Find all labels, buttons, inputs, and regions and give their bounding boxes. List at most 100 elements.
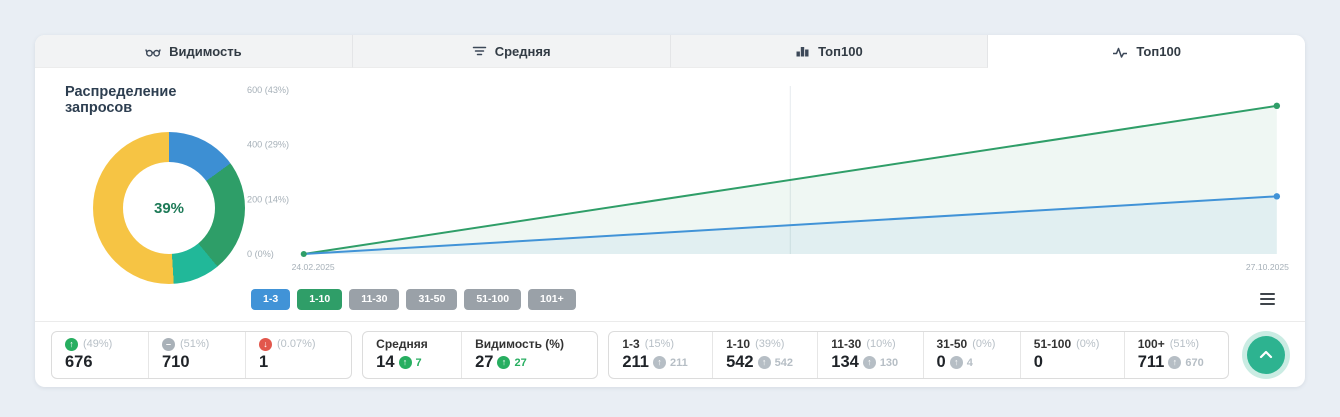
- average-lines-icon: [472, 46, 486, 56]
- stat-value: 134: [831, 353, 859, 371]
- delta-value: 27: [514, 356, 527, 369]
- stat-value: 711: [1137, 353, 1165, 371]
- stat-label: 31-50: [936, 337, 968, 351]
- podium-icon: [796, 47, 809, 57]
- svg-text:0 (0%): 0 (0%): [247, 249, 274, 259]
- svg-text:400 (29%): 400 (29%): [247, 140, 289, 150]
- tab-top100-dynamics[interactable]: Топ100: [988, 35, 1305, 68]
- position-filters: 1-3 1-10 11-30 31-50 51-100 101+: [251, 289, 576, 310]
- stat-label: 1-10: [726, 337, 751, 351]
- arrow-down-circle-icon: ↓: [259, 337, 272, 351]
- stat-percent: (51%): [1169, 338, 1200, 350]
- delta-value: 130: [879, 356, 899, 369]
- activity-pulse-icon: [1113, 47, 1128, 58]
- stat-label: Видимость (%): [475, 337, 564, 351]
- chart-content: Распределение запросов 39% 600 (43%) 400 …: [35, 68, 1305, 321]
- stat-label: 51-100: [1033, 337, 1072, 351]
- stat-value: 1: [259, 352, 269, 371]
- tab-label: Средняя: [494, 43, 551, 59]
- stat-value: 27: [475, 353, 494, 371]
- filter-button-1-10[interactable]: 1-10: [297, 289, 343, 310]
- donut-chart-wrap: 39%: [93, 132, 245, 284]
- filter-button-1-3[interactable]: 1-3: [251, 289, 291, 310]
- filter-row: 1-3 1-10 11-30 31-50 51-100 101+: [251, 289, 1291, 310]
- stat-cell[interactable]: ↓ (0.07%) 1: [245, 331, 351, 378]
- stat-cell[interactable]: 1-3 (15%) 211 ↑ 211: [609, 332, 712, 378]
- stat-percent: (51%): [180, 338, 210, 350]
- delta-value: 542: [774, 356, 793, 369]
- stat-value: 0: [1033, 353, 1043, 371]
- line-chart-panel: 600 (43%) 400 (29%) 200 (14%) 0 (0%) 24.02.2…: [247, 68, 1305, 321]
- filter-button-51-100[interactable]: 51-100: [464, 289, 522, 310]
- delta-value: 211: [669, 356, 688, 369]
- tab-visibility[interactable]: Видимость: [35, 35, 353, 68]
- stats-bar: ↑ (49%) 676– (51%) 710 ↓ (0.07%) 1 Средняя 14 ↑ 7 Ви…: [35, 321, 1305, 387]
- minus-circle-icon: –: [162, 337, 175, 351]
- stat-cell[interactable]: 11-30 (10%) 134 ↑ 130: [817, 331, 922, 378]
- tab-label: Топ100: [1136, 44, 1181, 59]
- stat-percent: (0.07%): [277, 338, 316, 350]
- stat-cell[interactable]: 100+ (51%) 711 ↑ 670: [1123, 331, 1228, 378]
- stat-percent: (15%): [644, 338, 675, 350]
- stat-label: 1-3: [622, 337, 640, 351]
- donut-center-label: 39%: [153, 199, 185, 217]
- arrow-up-circle-icon: ↑: [497, 356, 511, 369]
- tab-top100[interactable]: Топ100: [670, 35, 989, 68]
- line-chart: 600 (43%) 400 (29%) 200 (14%) 0 (0%) 24.02.2…: [247, 85, 1289, 272]
- svg-text:24.02.2025: 24.02.2025: [292, 262, 335, 272]
- stat-label: Средняя: [376, 337, 428, 351]
- svg-text:27.10.2025: 27.10.2025: [1246, 262, 1289, 272]
- stat-cell[interactable]: 31-50 (0%) 0 ↑ 4: [922, 331, 1020, 378]
- arrow-up-circle-icon: ↑: [862, 356, 876, 369]
- delta-value: 4: [966, 356, 973, 369]
- stat-cell[interactable]: Видимость (%) 27 ↑ 27: [461, 331, 597, 378]
- delta-value: 7: [415, 356, 422, 369]
- scroll-top-button[interactable]: [1247, 335, 1285, 374]
- tab-label: Топ100: [818, 43, 863, 59]
- stats-groups: ↑ (49%) 676– (51%) 710 ↓ (0.07%) 1 Средняя 14 ↑ 7 Ви…: [51, 330, 1229, 379]
- donut-hole: 39%: [123, 162, 215, 254]
- stat-group-positions: 1-3 (15%) 211 ↑ 211 1-10 (39%) 542 ↑ 542 11-30 (10%…: [608, 330, 1229, 379]
- delta-value: 670: [1185, 356, 1204, 369]
- stat-value: 14: [376, 353, 395, 371]
- dashboard-card: Видимость Средняя Топ100: [35, 35, 1305, 387]
- stat-cell[interactable]: 51-100 (0%) 0: [1019, 331, 1124, 378]
- stat-value: 0: [936, 353, 946, 371]
- filter-button-11-30[interactable]: 11-30: [349, 289, 400, 310]
- arrow-up-circle-icon: ↑: [398, 356, 412, 369]
- arrow-up-circle-icon: ↑: [949, 356, 963, 369]
- stat-cell[interactable]: – (51%) 710: [148, 331, 245, 378]
- stat-percent: (0%): [972, 338, 996, 350]
- stat-value: 542: [726, 353, 754, 371]
- glasses-icon: [145, 49, 162, 57]
- stat-percent: (10%): [866, 338, 896, 350]
- stat-value: 710: [162, 352, 190, 371]
- stat-value: 211: [622, 353, 649, 371]
- stat-label: 100+: [1137, 337, 1165, 351]
- chart-menu-icon[interactable]: [1256, 289, 1279, 309]
- stat-percent: (39%): [755, 338, 785, 350]
- arrow-up-circle-icon: ↑: [652, 356, 666, 369]
- stat-group-totals: ↑ (49%) 676 – (51%) 710 ↓ (0.07%) 1: [51, 330, 353, 379]
- svg-text:600 (43%): 600 (43%): [247, 85, 289, 95]
- distribution-title: Распределение запросов: [65, 84, 177, 116]
- stat-value: 676: [65, 352, 93, 371]
- tab-average[interactable]: Средняя: [352, 35, 671, 68]
- arrow-up-circle-icon: ↑: [757, 356, 771, 369]
- filter-button-101+[interactable]: 101+: [528, 289, 576, 310]
- chevron-up-icon: [1259, 350, 1273, 359]
- stat-cell[interactable]: 1-10 (39%) 542 ↑ 542: [712, 331, 817, 378]
- stat-percent: (0%): [1076, 338, 1100, 350]
- stat-cell[interactable]: ↑ (49%) 676: [52, 332, 148, 378]
- arrow-up-circle-icon: ↑: [65, 337, 78, 351]
- chart-tabs: Видимость Средняя Топ100: [35, 35, 1305, 68]
- stat-percent: (49%): [83, 338, 113, 350]
- filter-button-31-50[interactable]: 31-50: [406, 289, 458, 310]
- stat-group-averages: Средняя 14 ↑ 7 Видимость (%) 27 ↑ 27: [362, 330, 599, 379]
- svg-text:200 (14%): 200 (14%): [247, 194, 289, 204]
- tab-label: Видимость: [169, 43, 242, 59]
- stat-cell[interactable]: Средняя 14 ↑ 7: [363, 332, 461, 378]
- distribution-panel: Распределение запросов 39%: [35, 68, 247, 321]
- arrow-up-circle-icon: ↑: [1168, 356, 1182, 369]
- stat-label: 11-30: [831, 337, 862, 351]
